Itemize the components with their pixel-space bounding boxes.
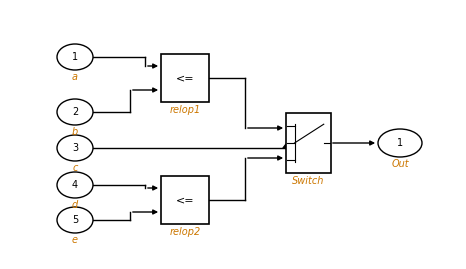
Text: 5: 5 [72, 215, 78, 225]
Text: 1: 1 [72, 52, 78, 62]
Text: a: a [72, 72, 78, 82]
Text: b: b [72, 127, 78, 137]
Ellipse shape [378, 129, 422, 157]
Text: relop2: relop2 [169, 227, 201, 237]
Text: 3: 3 [72, 143, 78, 153]
Text: 4: 4 [72, 180, 78, 190]
Text: d: d [72, 200, 78, 210]
Text: <=: <= [176, 195, 194, 205]
Ellipse shape [57, 172, 93, 198]
Text: Switch: Switch [292, 176, 324, 186]
Text: 2: 2 [72, 107, 78, 117]
Ellipse shape [57, 207, 93, 233]
Bar [161, 176, 209, 224]
Bar [286, 113, 330, 173]
Text: Out: Out [391, 159, 409, 169]
Text: relop1: relop1 [169, 105, 201, 115]
Text: <=: <= [176, 73, 194, 83]
Text: c: c [72, 163, 78, 173]
Bar [161, 54, 209, 102]
Ellipse shape [57, 44, 93, 70]
Text: e: e [72, 235, 78, 245]
Ellipse shape [57, 99, 93, 125]
Text: 1: 1 [397, 138, 403, 148]
Ellipse shape [57, 135, 93, 161]
